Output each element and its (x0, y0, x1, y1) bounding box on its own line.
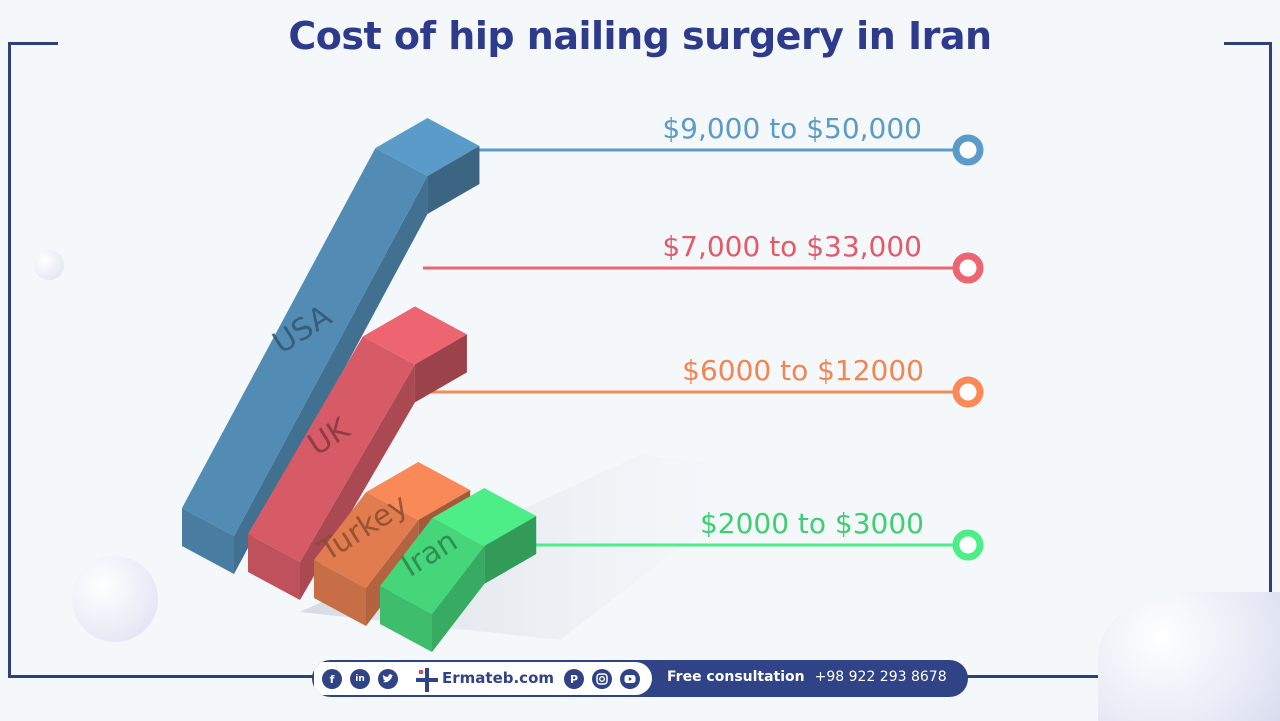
bar-back-face (484, 516, 537, 584)
bar-base-face (248, 534, 300, 600)
linkedin-icon[interactable]: in (350, 669, 370, 689)
bar-side-face (234, 176, 428, 574)
chart-title: Cost of hip nailing surgery in Iran (288, 14, 992, 58)
youtube-icon[interactable] (620, 669, 640, 689)
leader-end-marker (952, 376, 984, 408)
decor-bubble (72, 556, 158, 642)
footer-bar: f in Ermateb.com P Free consultation +98 … (312, 660, 968, 697)
leader-end-marker (952, 252, 984, 284)
value-label: $2000 to $3000 (700, 507, 924, 540)
phone-number[interactable]: +98 922 293 8678 (814, 669, 947, 685)
bar-base-face (314, 560, 366, 626)
consultation-info: Free consultation +98 922 293 8678 (667, 669, 947, 685)
bar-base-face (182, 508, 234, 574)
value-label: $9,000 to $50,000 (662, 112, 922, 145)
twitter-icon[interactable] (378, 669, 398, 689)
consultation-label: Free consultation (667, 669, 805, 685)
bar-usa: USA (182, 118, 480, 574)
bar-top-face (375, 118, 480, 176)
frame-bottom-left (8, 675, 314, 678)
bar-back-face (427, 146, 480, 214)
decor-bubble (34, 250, 64, 280)
instagram-icon[interactable] (592, 669, 612, 689)
bar-side-face (432, 546, 485, 652)
bar-front-face (314, 492, 419, 588)
bar-top-face (362, 306, 467, 365)
bar-front-face (248, 336, 415, 562)
leader-end-marker (952, 529, 984, 561)
bar-back-face (414, 334, 467, 403)
frame-top-right (1224, 42, 1272, 45)
decor-bubble (1098, 592, 1280, 721)
ermateb-logo-icon (416, 668, 438, 692)
facebook-icon[interactable]: f (322, 669, 342, 689)
frame-right (1269, 42, 1272, 678)
bar-top-face (366, 462, 471, 520)
frame-left (8, 42, 11, 678)
value-label: $6000 to $12000 (682, 354, 924, 387)
bar-front-face (380, 518, 485, 614)
bar-top-face (432, 488, 537, 546)
frame-top-left (8, 42, 58, 45)
leader-end-marker (952, 134, 984, 166)
bar-front-face (182, 148, 428, 536)
footer-links: f in Ermateb.com P (314, 662, 652, 695)
bar-iran: Iran (380, 488, 537, 652)
value-label: $7,000 to $33,000 (662, 230, 922, 263)
site-link[interactable]: Ermateb.com (442, 669, 555, 687)
pinterest-icon[interactable]: P (564, 669, 584, 689)
bar-base-face (380, 586, 432, 652)
